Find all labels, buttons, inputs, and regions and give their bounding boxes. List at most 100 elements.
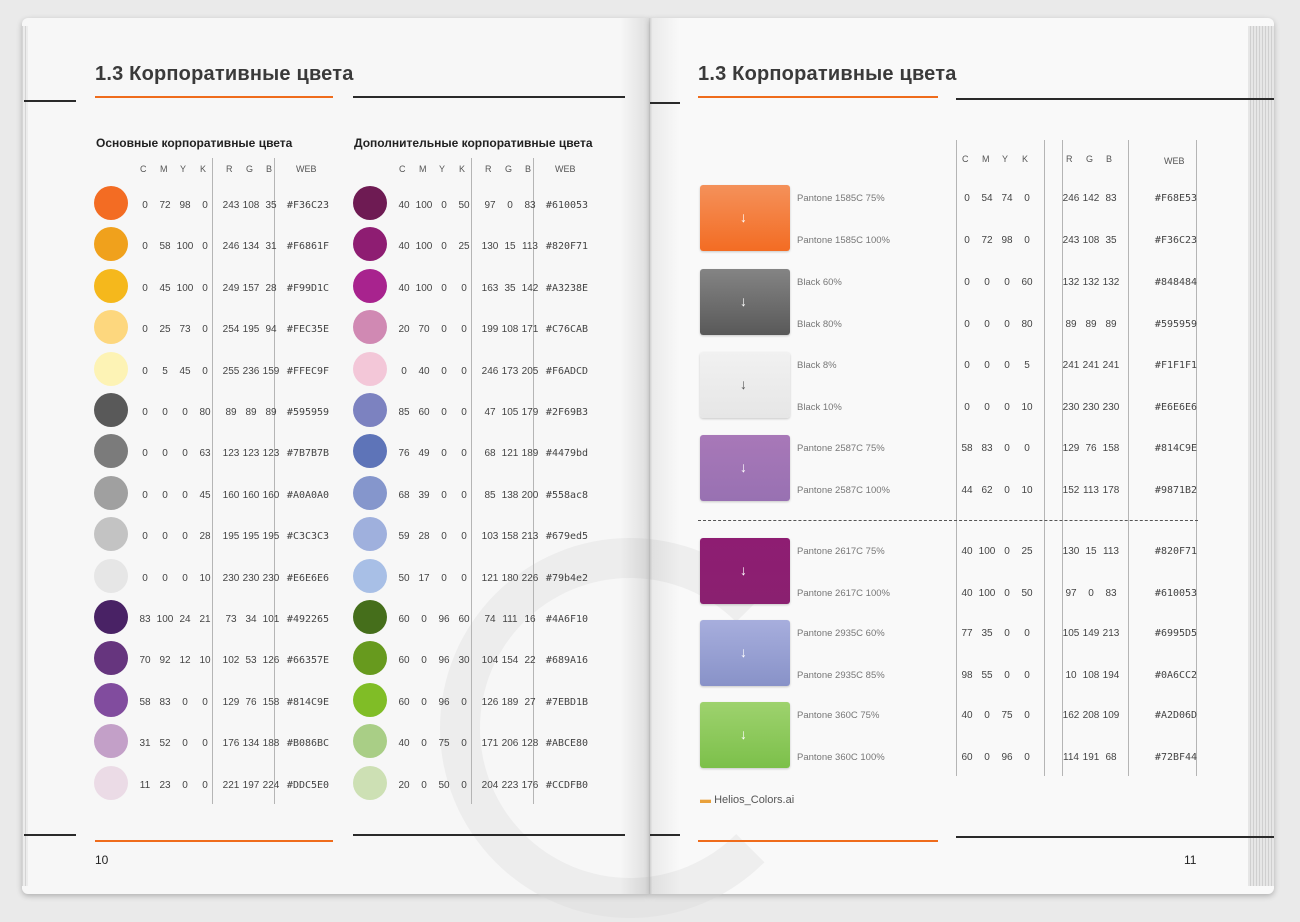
value-c: 0: [142, 407, 148, 418]
value-c: 59: [398, 531, 410, 543]
value-k: 0: [202, 779, 208, 791]
pantone-label: Black 80%: [797, 319, 842, 330]
value-y: 75: [1001, 710, 1013, 721]
value-y: 96: [438, 655, 450, 667]
value-web: #2F69B3: [545, 407, 589, 418]
value-m: 83: [159, 696, 171, 708]
value-k: 0: [1024, 710, 1030, 721]
value-k: 0: [202, 200, 208, 211]
value-m: 35: [981, 628, 993, 639]
col-header-g: G: [246, 164, 254, 174]
value-r: 246: [481, 365, 499, 377]
color-swatch-dot: [94, 765, 128, 800]
pantone-label: Pantone 2587C 75%: [797, 443, 885, 454]
down-arrow-icon: ↓: [740, 209, 747, 225]
value-b: 188: [262, 738, 280, 750]
pantone-label: Black 8%: [797, 360, 837, 371]
value-r: 199: [481, 324, 499, 336]
value-g: 191: [1082, 752, 1100, 763]
value-r: 68: [484, 448, 496, 460]
value-r: 126: [481, 696, 499, 708]
color-swatch-dot: [94, 600, 128, 634]
value-g: 0: [1088, 588, 1094, 599]
value-b: 171: [521, 324, 539, 336]
value-y: 50: [438, 779, 450, 791]
value-y: 73: [179, 324, 191, 336]
folder-icon: ▬: [700, 794, 711, 806]
value-b: 132: [1102, 277, 1120, 288]
value-r: 246: [222, 241, 240, 253]
value-k: 0: [202, 696, 208, 708]
value-g: 121: [501, 448, 519, 460]
value-c: 40: [398, 200, 410, 211]
value-k: 10: [1021, 485, 1033, 496]
value-m: 62: [981, 485, 993, 496]
value-r: 195: [222, 531, 240, 543]
value-y: 96: [438, 696, 450, 708]
value-r: 176: [222, 738, 240, 750]
value-m: 100: [415, 241, 433, 253]
value-m: 52: [159, 738, 171, 750]
pantone-label: Pantone 360C 100%: [797, 752, 885, 763]
value-m: 49: [418, 448, 430, 460]
down-arrow-icon: ↓: [740, 293, 747, 309]
value-r: 73: [225, 614, 237, 625]
value-web: #7B7B7B: [286, 448, 330, 460]
value-b: 213: [1102, 628, 1120, 639]
value-y: 0: [182, 531, 188, 543]
color-swatch-dot: [94, 517, 128, 552]
value-web: #F36C23: [286, 200, 330, 211]
value-web: #72BF44: [1154, 752, 1198, 763]
value-web: #E6E6E6: [286, 572, 330, 584]
table-divider: [1044, 140, 1045, 776]
table-divider: [533, 158, 534, 804]
value-b: 241: [1102, 360, 1120, 371]
col-header-g: G: [1086, 154, 1094, 164]
value-y: 0: [1004, 588, 1010, 599]
col-header-web: WEB: [296, 164, 317, 174]
pantone-label: Pantone 2617C 75%: [797, 546, 885, 557]
value-m: 0: [162, 572, 168, 584]
value-web: #C76CAB: [545, 324, 589, 336]
pantone-swatch: [700, 435, 790, 501]
value-y: 0: [441, 241, 447, 253]
value-y: 0: [182, 489, 188, 501]
color-swatch-dot: [353, 517, 387, 552]
value-web: #F6861F: [286, 241, 330, 253]
value-m: 0: [984, 319, 990, 330]
value-c: 76: [398, 448, 410, 460]
col-header-web: WEB: [1164, 156, 1185, 166]
value-m: 58: [159, 241, 171, 253]
value-k: 0: [1024, 752, 1030, 763]
color-swatch-dot: [94, 434, 128, 469]
value-m: 60: [418, 407, 430, 418]
color-swatch-dot: [353, 558, 387, 593]
value-b: 230: [1102, 402, 1120, 413]
value-k: 0: [461, 365, 467, 377]
value-c: 44: [961, 485, 973, 496]
value-g: 0: [507, 200, 513, 211]
value-web: #492265: [286, 614, 330, 625]
value-c: 58: [139, 696, 151, 708]
value-b: 35: [265, 200, 277, 211]
value-web: #FEC35E: [286, 324, 330, 336]
value-g: 160: [242, 489, 260, 501]
value-k: 5: [1024, 360, 1030, 371]
value-m: 100: [978, 588, 996, 599]
color-swatch-dot: [94, 724, 128, 759]
value-c: 0: [964, 235, 970, 246]
value-y: 0: [441, 365, 447, 377]
value-g: 35: [504, 282, 516, 294]
col-header-m: M: [160, 164, 168, 174]
color-swatch-dot: [353, 186, 387, 220]
value-g: 208: [1082, 710, 1100, 721]
right-footer-rule-a: [650, 834, 680, 836]
value-r: 132: [1062, 277, 1080, 288]
value-y: 0: [182, 407, 188, 418]
value-k: 50: [1021, 588, 1033, 599]
value-web: #848484: [1154, 277, 1198, 288]
value-y: 0: [1004, 628, 1010, 639]
value-r: 97: [1065, 588, 1077, 599]
value-b: 230: [262, 572, 280, 584]
pantone-swatch: [700, 538, 790, 604]
